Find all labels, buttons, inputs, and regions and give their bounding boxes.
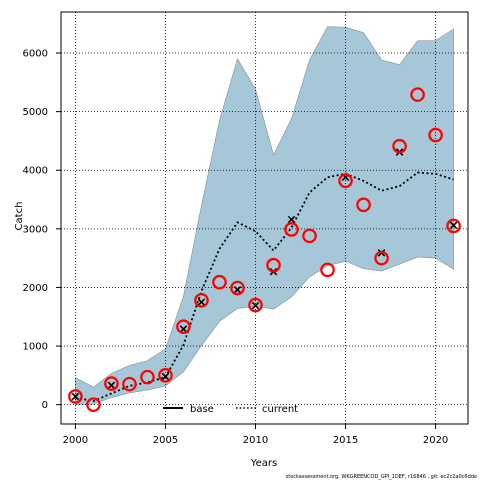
observed-point: [122, 376, 137, 392]
x-tick-label: 2020: [423, 435, 448, 446]
observed-point: [446, 218, 461, 234]
predicted-point: [449, 221, 458, 230]
y-tick-label: 6000: [23, 49, 48, 60]
predicted-point: [197, 298, 206, 306]
predicted-point-stroke: [107, 381, 116, 390]
y-tick-label: 0: [42, 400, 48, 411]
y-tick-label: 3000: [23, 224, 48, 235]
predicted-point-stroke: [197, 298, 206, 306]
predicted-point-stroke: [287, 215, 296, 224]
legend-label-current: current: [262, 404, 298, 415]
observed-point: [266, 257, 281, 273]
predicted-point: [251, 301, 260, 310]
observed-point: [374, 250, 389, 266]
observed-point: [428, 127, 443, 143]
predicted-point: [161, 372, 170, 381]
observed-point: [140, 369, 155, 385]
y-tick-label: 1000: [23, 342, 48, 353]
predicted-point: [233, 286, 242, 294]
predicted-point: [287, 215, 296, 224]
plot-frame: [60, 11, 469, 425]
x-axis-title: Years: [250, 458, 277, 469]
observed-point: [212, 274, 227, 290]
predicted-point-stroke: [161, 372, 170, 381]
observed-point: [176, 319, 191, 335]
observed-point: [194, 293, 209, 308]
observed-point: [230, 280, 245, 296]
y-axis-title: Catch: [14, 202, 25, 231]
axis-layer: 2000 2005 2010 2015 2020 0 1000 2000 3000 4000 500…: [23, 49, 449, 446]
observed-point: [104, 376, 119, 391]
legend-label-base: base: [190, 404, 214, 415]
observed-point: [392, 138, 407, 154]
legend: base current: [163, 404, 298, 415]
uncertainty-band-layer: [75, 26, 454, 406]
y-tick-label: 4000: [23, 166, 48, 177]
predicted-point-stroke: [71, 392, 80, 401]
predicted-point: [179, 325, 188, 333]
x-tick-label: 2000: [63, 435, 88, 446]
observed-point: [68, 389, 83, 404]
observed-point: [86, 397, 101, 412]
observed-point: [320, 262, 335, 278]
y-tick-label: 2000: [23, 283, 48, 294]
predicted-point-stroke: [233, 286, 242, 294]
predicted-point-stroke: [179, 325, 188, 333]
grid-layer: [61, 12, 468, 424]
observed-point: [356, 197, 371, 213]
x-tick-label: 2010: [243, 435, 268, 446]
observed-point: [158, 368, 173, 383]
predicted-point-stroke: [251, 301, 260, 310]
observed-point: [248, 297, 263, 313]
predicted-point-stroke: [449, 221, 458, 230]
footer-note: stockassessment.org, WKGREENCOD_GPI_1DEF…: [286, 474, 477, 480]
predicted-point: [71, 392, 80, 401]
predicted-point: [107, 381, 116, 390]
uncertainty-band: [75, 26, 454, 406]
observed-point: [338, 173, 353, 189]
observed-point: [284, 222, 299, 237]
observed-point: [410, 87, 425, 102]
y-tick-label: 5000: [23, 107, 48, 118]
marker-layer: [68, 87, 461, 412]
x-tick-label: 2005: [153, 435, 178, 446]
observed-point: [302, 228, 317, 244]
x-tick-label: 2015: [333, 435, 358, 446]
